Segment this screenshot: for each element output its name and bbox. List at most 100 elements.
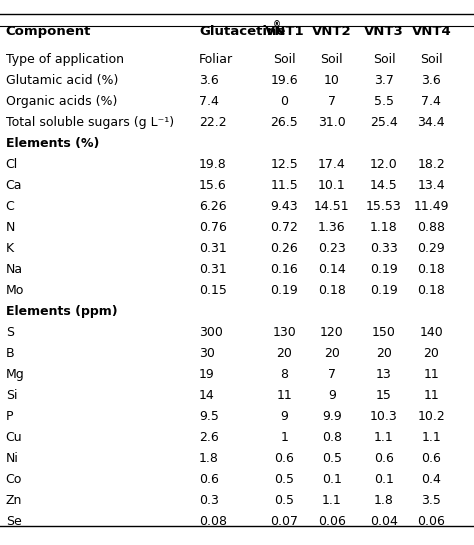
Text: 34.4: 34.4 <box>418 116 445 129</box>
Text: ®: ® <box>273 21 281 31</box>
Text: 9: 9 <box>281 410 288 423</box>
Text: 7: 7 <box>328 95 336 108</box>
Text: 15.6: 15.6 <box>199 179 227 192</box>
Text: 17.4: 17.4 <box>318 158 346 171</box>
Text: S: S <box>6 326 14 339</box>
Text: 0.14: 0.14 <box>318 263 346 276</box>
Text: 1.8: 1.8 <box>199 452 219 465</box>
Text: Foliar: Foliar <box>199 53 233 66</box>
Text: 0.5: 0.5 <box>322 452 342 465</box>
Text: 0.5: 0.5 <box>274 473 294 486</box>
Text: 7.4: 7.4 <box>421 95 441 108</box>
Text: 9.9: 9.9 <box>322 410 342 423</box>
Text: Co: Co <box>6 473 22 486</box>
Text: 11.49: 11.49 <box>414 200 449 213</box>
Text: 0.26: 0.26 <box>271 242 298 255</box>
Text: 14.51: 14.51 <box>314 200 350 213</box>
Text: 8: 8 <box>281 368 288 381</box>
Text: 14: 14 <box>199 389 215 402</box>
Text: K: K <box>6 242 14 255</box>
Text: 14.5: 14.5 <box>370 179 398 192</box>
Text: Soil: Soil <box>420 53 443 66</box>
Text: 10.1: 10.1 <box>318 179 346 192</box>
Text: 3.6: 3.6 <box>421 74 441 87</box>
Text: 25.4: 25.4 <box>370 116 398 129</box>
Text: VNT1: VNT1 <box>264 25 304 38</box>
Text: 1.1: 1.1 <box>322 494 342 507</box>
Text: 140: 140 <box>419 326 443 339</box>
Text: Organic acids (%): Organic acids (%) <box>6 95 117 108</box>
Text: 2.6: 2.6 <box>199 431 219 444</box>
Text: Ni: Ni <box>6 452 18 465</box>
Text: 300: 300 <box>199 326 223 339</box>
Text: 0.33: 0.33 <box>370 242 398 255</box>
Text: 0.19: 0.19 <box>271 284 298 297</box>
Text: Mo: Mo <box>6 284 24 297</box>
Text: 0.6: 0.6 <box>199 473 219 486</box>
Text: Component: Component <box>6 25 91 38</box>
Text: 11: 11 <box>423 389 439 402</box>
Text: Zn: Zn <box>6 494 22 507</box>
Text: Ca: Ca <box>6 179 22 192</box>
Text: 13.4: 13.4 <box>418 179 445 192</box>
Text: P: P <box>6 410 13 423</box>
Text: Soil: Soil <box>373 53 395 66</box>
Text: 0.29: 0.29 <box>418 242 445 255</box>
Text: 11: 11 <box>276 389 292 402</box>
Text: Total soluble sugars (g L⁻¹): Total soluble sugars (g L⁻¹) <box>6 116 174 129</box>
Text: 0.3: 0.3 <box>199 494 219 507</box>
Text: VNT2: VNT2 <box>312 25 352 38</box>
Text: 150: 150 <box>372 326 396 339</box>
Text: 3.6: 3.6 <box>199 74 219 87</box>
Text: 31.0: 31.0 <box>318 116 346 129</box>
Text: 10: 10 <box>324 74 340 87</box>
Text: 22.2: 22.2 <box>199 116 227 129</box>
Text: 20: 20 <box>423 347 439 360</box>
Text: Glutamic acid (%): Glutamic acid (%) <box>6 74 118 87</box>
Text: 7.4: 7.4 <box>199 95 219 108</box>
Text: 0.06: 0.06 <box>418 514 445 528</box>
Text: 1.18: 1.18 <box>370 221 398 234</box>
Text: 15: 15 <box>376 389 392 402</box>
Text: 9: 9 <box>328 389 336 402</box>
Text: 3.7: 3.7 <box>374 74 394 87</box>
Text: 0.8: 0.8 <box>322 431 342 444</box>
Text: 12.0: 12.0 <box>370 158 398 171</box>
Text: 11: 11 <box>423 368 439 381</box>
Text: 0.18: 0.18 <box>418 263 445 276</box>
Text: VNT4: VNT4 <box>411 25 451 38</box>
Text: 20: 20 <box>376 347 392 360</box>
Text: 0.6: 0.6 <box>274 452 294 465</box>
Text: 10.3: 10.3 <box>370 410 398 423</box>
Text: 19: 19 <box>199 368 215 381</box>
Text: 0.1: 0.1 <box>374 473 394 486</box>
Text: B: B <box>6 347 14 360</box>
Text: Mg: Mg <box>6 368 25 381</box>
Text: 15.53: 15.53 <box>366 200 402 213</box>
Text: 1.8: 1.8 <box>374 494 394 507</box>
Text: 0.15: 0.15 <box>199 284 227 297</box>
Text: 0.5: 0.5 <box>274 494 294 507</box>
Text: Soil: Soil <box>273 53 296 66</box>
Text: 0.4: 0.4 <box>421 473 441 486</box>
Text: Na: Na <box>6 263 23 276</box>
Text: 0.06: 0.06 <box>318 514 346 528</box>
Text: C: C <box>6 200 14 213</box>
Text: Cl: Cl <box>6 158 18 171</box>
Text: 0.72: 0.72 <box>271 221 298 234</box>
Text: 120: 120 <box>320 326 344 339</box>
Text: 0.08: 0.08 <box>199 514 227 528</box>
Text: VNT3: VNT3 <box>364 25 404 38</box>
Text: 3.5: 3.5 <box>421 494 441 507</box>
Text: 9.43: 9.43 <box>271 200 298 213</box>
Text: 30: 30 <box>199 347 215 360</box>
Text: 20: 20 <box>324 347 340 360</box>
Text: 1.1: 1.1 <box>374 431 394 444</box>
Text: Se: Se <box>6 514 21 528</box>
Text: 0.18: 0.18 <box>318 284 346 297</box>
Text: 11.5: 11.5 <box>271 179 298 192</box>
Text: 0.19: 0.19 <box>370 284 398 297</box>
Text: Type of application: Type of application <box>6 53 124 66</box>
Text: Elements (ppm): Elements (ppm) <box>6 305 117 318</box>
Text: Si: Si <box>6 389 17 402</box>
